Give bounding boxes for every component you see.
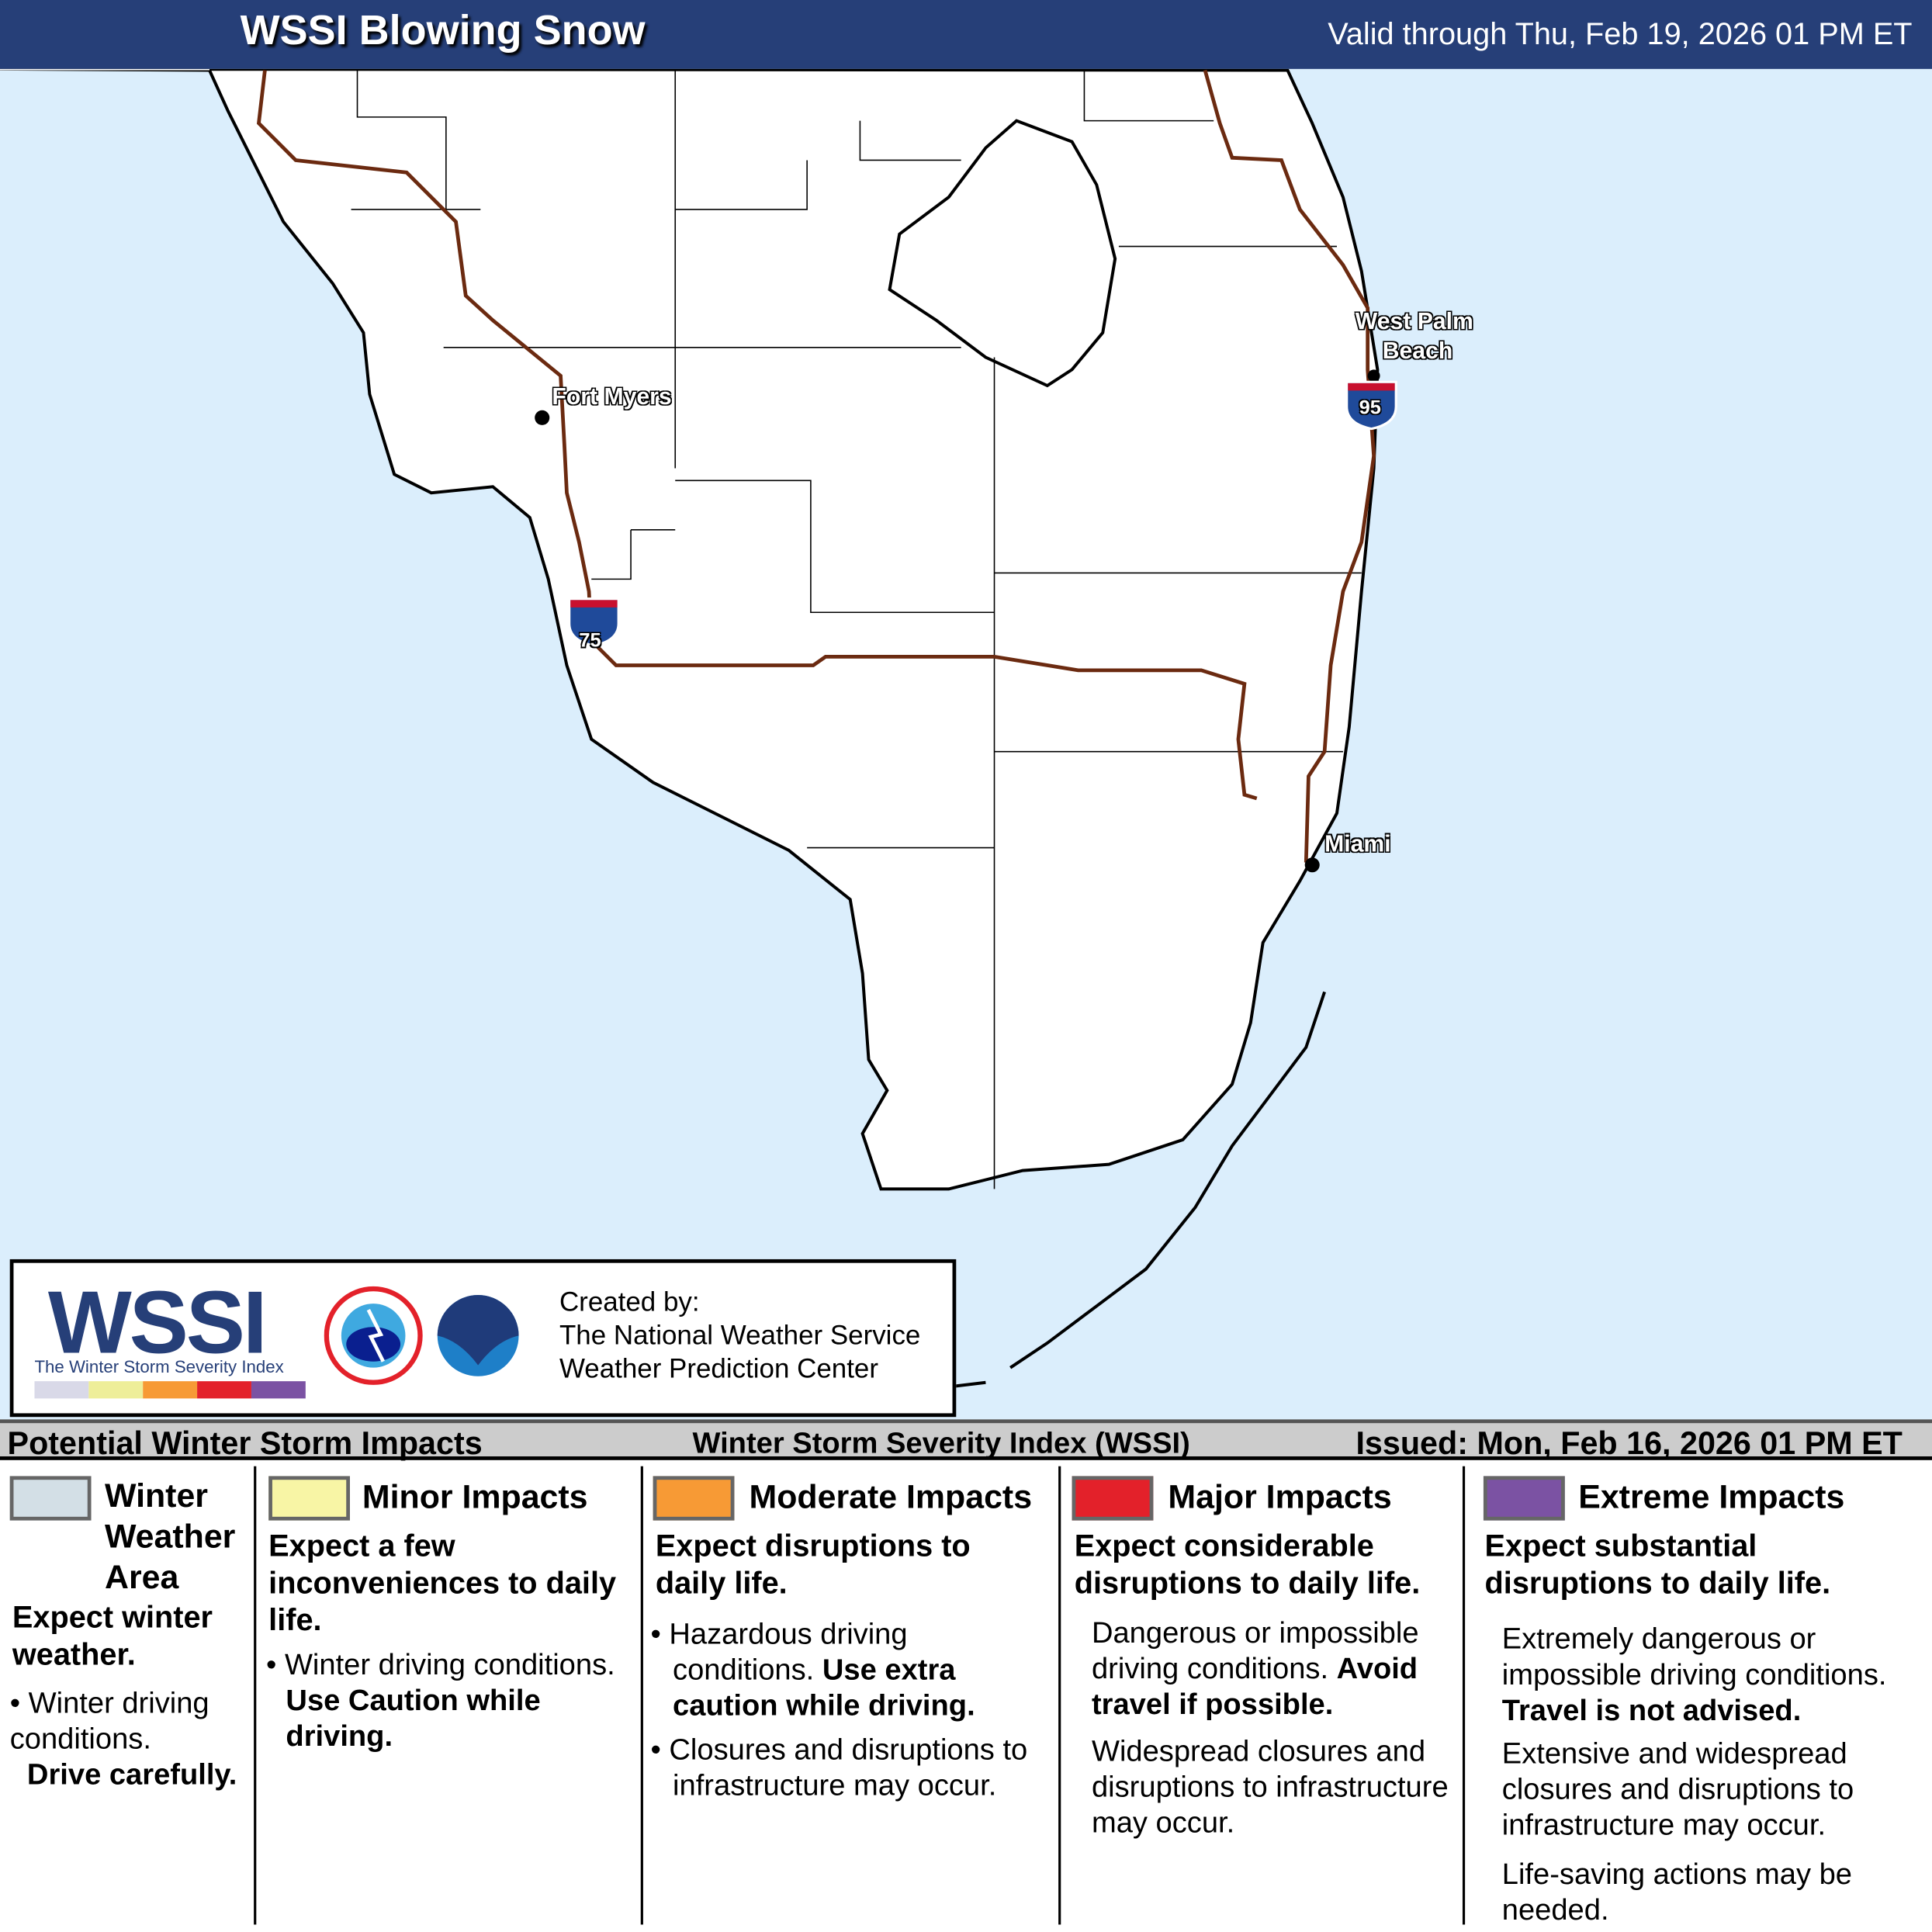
- fort-myers-marker: [535, 410, 550, 425]
- legend-extreme: Extreme Impacts Expect substantial disru…: [1479, 1469, 1927, 1927]
- valid-time: Valid through Thu, Feb 19, 2026 01 PM ET: [1328, 17, 1913, 52]
- created-by-label: Created by:: [559, 1286, 700, 1317]
- legend-summary: Expect disruptions to daily life.: [655, 1529, 971, 1601]
- swatch-winter-weather: [9, 1476, 92, 1521]
- legend-moderate: Moderate Impacts Expect disruptions to d…: [650, 1469, 1054, 1925]
- interstate-roads: [256, 69, 1376, 863]
- divider: [640, 1466, 643, 1925]
- legend-title: Extreme Impacts: [1578, 1478, 1845, 1516]
- divider: [1058, 1466, 1061, 1925]
- created-by: Created by: The National Weather Service…: [559, 1285, 920, 1385]
- legend-bullet: • Winter driving conditions. Drive carefu…: [9, 1686, 237, 1792]
- i75-shield-icon: [568, 597, 620, 647]
- land: [0, 68, 1380, 1191]
- i95-label: 95: [1359, 397, 1381, 419]
- legend-summary: Expect winter weather.: [12, 1600, 213, 1672]
- nws-noaa-logos-icon: [324, 1286, 528, 1385]
- county-lines: [351, 70, 1362, 1189]
- swatch-major: [1072, 1476, 1154, 1521]
- legend-title: Minor Impacts: [362, 1478, 588, 1516]
- impacts-bar: Potential Winter Storm Impacts Winter St…: [0, 1419, 1932, 1461]
- legend-summary: Expect a few inconveniences to daily lif…: [268, 1529, 617, 1638]
- legend-text: Life-saving actions may be needed.: [1501, 1858, 1853, 1927]
- legend-winter-weather-area: Winter Weather Area Expect winter weather.…: [9, 1469, 251, 1925]
- legend-text: Dangerous or impossible driving conditio…: [1091, 1616, 1419, 1722]
- legend-summary: Expect considerable disruptions to daily…: [1074, 1529, 1421, 1601]
- header: WSSI Blowing Snow Valid through Thu, Feb…: [0, 0, 1932, 69]
- issued-time: Issued: Mon, Feb 16, 2026 01 PM ET: [1356, 1424, 1903, 1462]
- legend-title: Winter Weather Area: [104, 1477, 236, 1596]
- org-nws: The National Weather Service: [559, 1319, 921, 1351]
- city-label-west-palm-2: Beach: [1382, 338, 1453, 365]
- legend-title: Major Impacts: [1168, 1478, 1392, 1516]
- wssi-logo: WSSI: [47, 1273, 268, 1373]
- logo-box: WSSI The Winter Storm Severity Index Cre…: [9, 1259, 957, 1418]
- map-title: WSSI Blowing Snow: [240, 7, 646, 54]
- florida-keys: [954, 991, 1326, 1388]
- org-wpc: Weather Prediction Center: [559, 1352, 878, 1384]
- legend-summary: Expect substantial disruptions to daily …: [1484, 1529, 1831, 1601]
- legend-text: Widespread closures and disruptions to i…: [1091, 1734, 1449, 1840]
- legend-title: Moderate Impacts: [749, 1478, 1033, 1516]
- florida-map: [0, 68, 1397, 1388]
- i95-shield-icon: [1345, 380, 1397, 431]
- west-palm-marker: [1367, 369, 1380, 383]
- index-name: Winter Storm Severity Index (WSSI): [692, 1426, 1190, 1460]
- legend-text: Extensive and widespread closures and di…: [1501, 1737, 1854, 1843]
- map-area: 75 95 Fort Myers West Palm Beach Miami: [0, 68, 1932, 1420]
- lake-okeechobee: [888, 119, 1117, 388]
- i75-label: 75: [579, 631, 601, 653]
- swatch-extreme: [1483, 1476, 1565, 1521]
- swatch-moderate: [653, 1476, 735, 1521]
- divider: [1462, 1466, 1466, 1925]
- legend-major: Major Impacts Expect considerable disrup…: [1069, 1469, 1459, 1925]
- legend-bullet: • Hazardous driving conditions. Use extr…: [650, 1618, 975, 1723]
- legend-bullet: • Closures and disruptions to infrastruc…: [650, 1733, 1028, 1803]
- legend-bullet: • Winter driving conditions. Use Caution…: [266, 1648, 615, 1754]
- legend-text: Extremely dangerous or impossible drivin…: [1501, 1622, 1887, 1728]
- legend-minor: Minor Impacts Expect a few inconvenience…: [266, 1469, 635, 1925]
- swatch-minor: [268, 1476, 350, 1521]
- city-label-west-palm-1: West Palm: [1355, 309, 1473, 335]
- severity-strip: [34, 1381, 306, 1399]
- divider: [254, 1466, 257, 1925]
- city-label-fort-myers: Fort Myers: [552, 384, 672, 410]
- city-label-miami: Miami: [1324, 831, 1391, 858]
- impacts-heading: Potential Winter Storm Impacts: [7, 1424, 483, 1462]
- miami-marker: [1304, 857, 1320, 873]
- wssi-subtitle: The Winter Storm Severity Index: [34, 1356, 284, 1376]
